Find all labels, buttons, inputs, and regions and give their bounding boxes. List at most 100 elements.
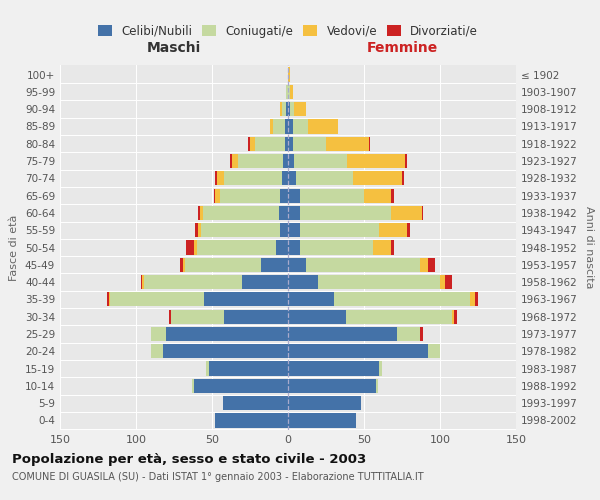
Bar [232, 154, 238, 168]
Bar [288, 327, 397, 341]
Bar [194, 240, 197, 254]
Bar [285, 136, 288, 151]
Bar [319, 275, 440, 289]
Bar [300, 206, 391, 220]
Bar [209, 362, 288, 376]
Bar [110, 292, 205, 306]
Bar [288, 414, 356, 428]
Bar [346, 310, 452, 324]
Bar [215, 414, 288, 428]
Bar [199, 206, 200, 220]
Bar [151, 327, 166, 341]
Bar [140, 275, 142, 289]
Bar [445, 275, 452, 289]
Bar [407, 223, 410, 238]
Bar [454, 310, 457, 324]
Bar [296, 171, 353, 186]
Bar [452, 310, 454, 324]
Bar [288, 84, 290, 99]
Bar [286, 84, 288, 99]
Bar [270, 120, 273, 134]
Bar [288, 275, 319, 289]
Bar [364, 188, 391, 202]
Bar [200, 206, 203, 220]
Y-axis label: Fasce di età: Fasce di età [10, 214, 19, 280]
Bar [373, 240, 391, 254]
Bar [194, 379, 288, 393]
Bar [143, 275, 242, 289]
Bar [428, 258, 436, 272]
Bar [169, 310, 171, 324]
Bar [402, 171, 404, 186]
Bar [183, 258, 185, 272]
Bar [276, 240, 288, 254]
Bar [288, 171, 296, 186]
Bar [199, 223, 202, 238]
Legend: Celibi/Nubili, Coniugati/e, Vedovi/e, Divorziati/e: Celibi/Nubili, Coniugati/e, Vedovi/e, Di… [93, 20, 483, 42]
Bar [260, 258, 288, 272]
Bar [283, 154, 288, 168]
Bar [273, 120, 285, 134]
Bar [280, 102, 282, 116]
Bar [288, 120, 293, 134]
Bar [288, 102, 290, 116]
Bar [379, 223, 407, 238]
Bar [288, 188, 300, 202]
Bar [293, 120, 308, 134]
Bar [294, 154, 347, 168]
Bar [180, 258, 183, 272]
Bar [250, 136, 254, 151]
Bar [288, 240, 300, 254]
Bar [286, 102, 288, 116]
Bar [151, 344, 163, 358]
Bar [290, 102, 294, 116]
Bar [166, 327, 288, 341]
Bar [279, 206, 288, 220]
Bar [282, 171, 288, 186]
Bar [422, 206, 423, 220]
Bar [294, 102, 306, 116]
Bar [195, 223, 199, 238]
Bar [397, 327, 420, 341]
Bar [376, 379, 377, 393]
Bar [420, 258, 428, 272]
Text: Femmine: Femmine [367, 40, 437, 54]
Bar [185, 258, 260, 272]
Bar [214, 188, 215, 202]
Bar [353, 171, 402, 186]
Bar [242, 275, 288, 289]
Bar [186, 240, 194, 254]
Bar [290, 84, 293, 99]
Bar [230, 154, 232, 168]
Bar [197, 240, 276, 254]
Bar [107, 292, 109, 306]
Bar [282, 102, 286, 116]
Bar [254, 136, 285, 151]
Bar [248, 136, 250, 151]
Bar [293, 136, 326, 151]
Bar [440, 275, 445, 289]
Bar [202, 223, 280, 238]
Bar [238, 154, 283, 168]
Bar [288, 223, 300, 238]
Bar [368, 136, 370, 151]
Bar [326, 136, 368, 151]
Bar [288, 136, 293, 151]
Bar [288, 379, 376, 393]
Bar [171, 310, 224, 324]
Bar [300, 240, 373, 254]
Bar [206, 362, 209, 376]
Bar [224, 310, 288, 324]
Bar [288, 292, 334, 306]
Bar [288, 310, 346, 324]
Bar [217, 171, 224, 186]
Bar [470, 292, 475, 306]
Bar [428, 344, 440, 358]
Bar [405, 154, 407, 168]
Bar [109, 292, 110, 306]
Bar [224, 171, 282, 186]
Bar [300, 188, 364, 202]
Bar [347, 154, 405, 168]
Bar [300, 223, 379, 238]
Text: Popolazione per età, sesso e stato civile - 2003: Popolazione per età, sesso e stato civil… [12, 452, 366, 466]
